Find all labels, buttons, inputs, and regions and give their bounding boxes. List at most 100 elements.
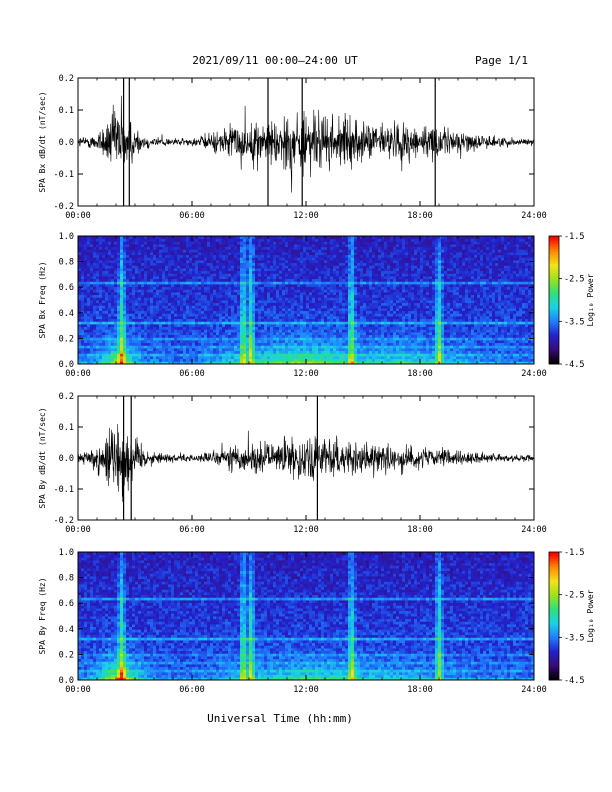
bx-spectrogram-cell [312,292,316,296]
bx-spectrogram-cell [375,321,379,325]
bx-spectrogram-cell [342,326,346,330]
bx-spectrogram-cell [285,302,289,306]
bx-spectrogram-cell [78,270,82,274]
bx-spectrogram-cell [333,321,337,325]
bx-spectrogram-cell [102,278,106,282]
bx-spectrogram-cell [99,350,103,354]
bx-spectrogram-cell [147,340,151,344]
bx-spectrogram-cell [306,324,310,328]
bx-spectrogram-cell [186,246,190,250]
bx-spectrogram-cell [93,241,97,245]
bx-spectrogram-cell [93,289,97,293]
bx-spectrogram-cell [339,337,343,341]
bx-spectrogram-cell [324,326,328,330]
bx-spectrogram-cell [186,252,190,256]
bx-spectrogram-cell [165,268,169,272]
bx-spectrogram-cell [168,348,172,352]
bx-spectrogram-cell [282,324,286,328]
bx-spectrogram-cell [270,334,274,338]
bx-spectrogram-cell [156,297,160,301]
bx-spectrogram-cell [129,244,133,248]
bx-spectrogram-cell [93,361,97,365]
bx-spectrogram-cell [123,262,127,266]
bx-spectrogram-cell [123,260,127,264]
bx-spectrogram-cell [117,329,121,333]
bx-spectrogram-cell [258,260,262,264]
bx-spectrogram-cell [99,308,103,312]
bx-spectrogram-cell [330,326,334,330]
bx-spectrogram-cell [276,316,280,320]
bx-spectrogram-cell [291,284,295,288]
bx-spectrogram-cell [339,326,343,330]
bx-spectrogram-cell [231,257,235,261]
bx-spectrogram-cell [309,289,313,293]
bx-spectrogram-cell [162,313,166,317]
bx-spectrogram-cell [378,326,382,330]
bx-spectrogram-cell [123,324,127,328]
bx-spectrogram-cell [255,249,259,253]
bx-spectrogram-cell [351,342,355,346]
bx-spectrogram-cell [261,262,265,266]
bx-spectrogram-cell [141,294,145,298]
bx-spectrogram-cell [150,321,154,325]
bx-spectrogram-cell [351,276,355,280]
bx-spectrogram-cell [348,286,352,290]
bx-spectrogram-cell [216,308,220,312]
bx-spectrogram-cell [258,329,262,333]
bx-spectrogram-cell [291,337,295,341]
bx-spectrogram-cell [315,329,319,333]
bx-spectrogram-cell [108,345,112,349]
bx-spectrogram-cell [279,332,283,336]
bx-spectrogram-cell [303,241,307,245]
bx-spectrogram-cell [108,281,112,285]
bx-spectrogram-cell [276,313,280,317]
bx-spectrogram-cell [111,257,115,261]
bx-spectrogram-cell [321,321,325,325]
bx-spectrogram-cell [186,302,190,306]
bx-spectrogram-cell [204,305,208,309]
bx-spectrogram-cell [195,308,199,312]
bx-spectrogram-cell [78,241,82,245]
bx-spectrogram-cell [321,286,325,290]
bx-spectrogram-cell [381,310,385,314]
bx-spectrogram-cell [330,260,334,264]
bx-spectrogram-cell [111,316,115,320]
bx-spectrogram-cell [327,340,331,344]
bx-spectrogram-cell [348,276,352,280]
bx-spectrogram-cell [180,284,184,288]
bx-spectrogram-cell [357,252,361,256]
bx-spectrogram-cell [375,260,379,264]
bx-spectrogram-cell [189,246,193,250]
bx-spectrogram-cell [366,340,370,344]
bx-spectrogram-cell [297,348,301,352]
bx-spectrogram-cell [105,236,109,240]
bx-spectrogram-cell [174,302,178,306]
bx-spectrogram-cell [123,286,127,290]
bx-spectrogram-cell [327,244,331,248]
bx-spectrogram-cell [171,326,175,330]
bx-spectrogram-cell [384,358,388,362]
bx-spectrogram-cell [90,252,94,256]
bx-spectrogram-cell [252,238,256,242]
bx-spectrogram-cell [87,241,91,245]
bx-spectrogram-cell [108,236,112,240]
bx-spectrogram-cell [153,340,157,344]
bx-spectrogram-cell [339,356,343,360]
bx-spectrogram-cell [363,329,367,333]
bx-spectrogram-cell [141,342,145,346]
bx-spectrogram-cell [165,241,169,245]
bx-spectrogram-cell [378,342,382,346]
bx-spectrogram-cell [132,284,136,288]
bx-spectrogram-cell [231,262,235,266]
bx-spectrogram-cell [348,238,352,242]
bx-spectrogram-cell [201,308,205,312]
bx-spectrogram-cell [105,289,109,293]
bx-spectrogram-cell [150,276,154,280]
bx-spectrogram-cell [171,332,175,336]
bx-spectrogram-cell [357,257,361,261]
bx-spectrogram-cell [234,294,238,298]
bx-spectrogram-cell [153,289,157,293]
bx-spectrogram-cell [354,292,358,296]
bx-spectrogram-cell [129,252,133,256]
bx-spectrogram-cell [183,268,187,272]
